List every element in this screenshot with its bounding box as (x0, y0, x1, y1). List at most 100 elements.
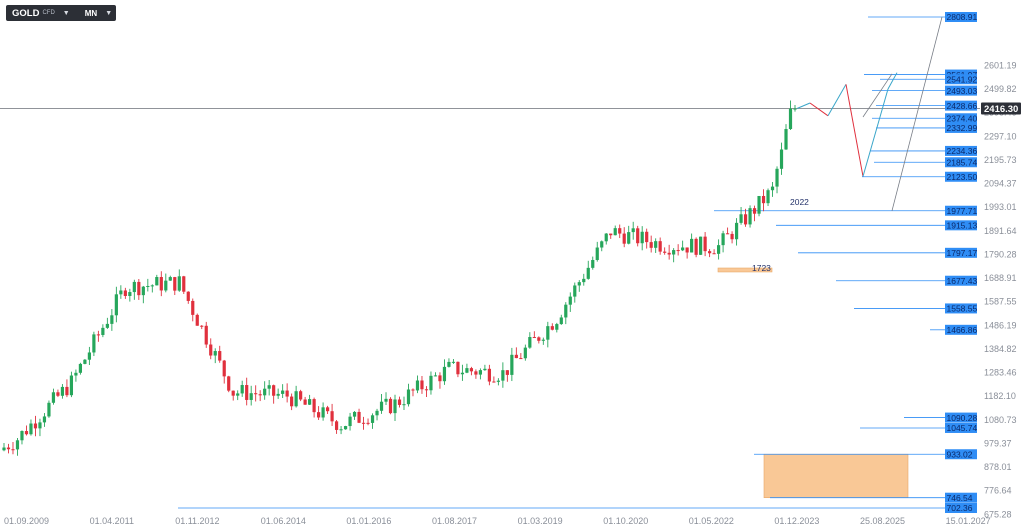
candle-body (366, 422, 370, 424)
level-label-bg-11 (945, 220, 977, 231)
candle-body (636, 228, 640, 244)
candle-body (775, 168, 779, 187)
candle-body (721, 233, 725, 246)
candle-body (703, 236, 707, 252)
symbol-name[interactable]: GOLD (12, 7, 40, 19)
candle-body (433, 375, 438, 377)
x-tick-label: 25.08.2025 (860, 516, 905, 526)
candle-body (33, 423, 38, 429)
candle-body (155, 277, 159, 286)
candle-body (60, 386, 65, 396)
candle-body (6, 447, 11, 450)
candle-body (110, 315, 114, 324)
candle-body (496, 380, 500, 382)
level-label-7: 2234.36 (947, 146, 978, 156)
candle-body (658, 241, 662, 252)
candle-body (312, 399, 316, 413)
candle-body (2, 447, 6, 451)
candle-body (317, 412, 321, 418)
candle-body (779, 149, 784, 169)
candle-body (761, 195, 766, 204)
x-tick-label: 01.10.2020 (603, 516, 648, 526)
candle-body (339, 429, 343, 431)
candle-body (757, 195, 761, 214)
candle-body (766, 190, 770, 204)
forecast-segment (827, 84, 847, 117)
candle-body (770, 186, 775, 191)
level-label-17: 1045.74 (947, 423, 978, 433)
forecast-segment (796, 102, 811, 109)
candle-body (694, 238, 698, 255)
x-tick-label: 01.11.2012 (175, 516, 219, 526)
candle-body (209, 344, 213, 356)
candle-body (168, 277, 172, 281)
candle-body (595, 247, 599, 260)
candle-body (442, 366, 447, 382)
candle-body (303, 399, 307, 405)
candle-body (87, 352, 91, 360)
candle-body (550, 326, 554, 330)
candle-body (272, 385, 276, 396)
candle-body (510, 354, 514, 375)
y-tick-label: 1080.73 (984, 415, 1017, 425)
symbol-toolbar[interactable]: GOLD CFD ▼ MN ▼ (6, 5, 116, 21)
level-label-12: 1797.17 (947, 248, 978, 258)
candle-body (424, 389, 429, 391)
y-tick-label: 2195.73 (984, 155, 1017, 165)
candle-body (240, 385, 244, 394)
candle-body (375, 410, 379, 416)
y-tick-label: 1587.55 (984, 297, 1017, 307)
candle-body (231, 390, 235, 396)
candle-body (725, 233, 730, 235)
candle-body (393, 399, 397, 414)
candle-body (667, 252, 671, 255)
level-label-19: 746.54 (947, 493, 973, 503)
level-label-5: 2374.40 (947, 113, 978, 123)
candle-body (29, 423, 33, 435)
zone-0 (717, 267, 773, 273)
candle-body (685, 247, 689, 253)
current-price-label: 2416.30 (984, 104, 1018, 115)
y-tick-label: 1384.82 (984, 344, 1017, 354)
candle-body (708, 251, 712, 254)
level-label-bg-20 (945, 503, 977, 513)
y-tick-label: 1993.01 (984, 202, 1017, 212)
zones-layer (717, 267, 909, 499)
candle-body (290, 396, 294, 407)
level-label-bg-15 (945, 324, 977, 335)
candle-body (78, 363, 83, 373)
candle-body (137, 281, 141, 296)
candle-body (24, 431, 29, 435)
timeframe-selector[interactable]: MN (84, 8, 98, 18)
level-label-bg-13 (945, 275, 977, 286)
timeframe-dropdown-icon[interactable]: ▼ (105, 9, 113, 17)
level-label-bg-14 (945, 303, 977, 314)
candle-body (577, 282, 581, 286)
forecast-segment (887, 72, 898, 90)
candle-body (267, 385, 271, 389)
candle-body (285, 390, 289, 397)
candle-body (559, 317, 563, 325)
x-tick-label: 01.08.2017 (432, 516, 477, 526)
candle-body (164, 280, 168, 291)
symbol-suffix: CFD (42, 10, 55, 16)
candle-body (281, 390, 285, 394)
level-label-bg-2 (945, 74, 977, 85)
level-label-15: 1466.86 (947, 325, 978, 335)
candle-body (609, 233, 613, 236)
candle-body (173, 277, 177, 291)
candle-body (793, 108, 797, 110)
symbol-dropdown-icon[interactable]: ▼ (62, 9, 70, 17)
candle-body (325, 407, 330, 412)
y-tick-label: 1790.28 (984, 249, 1017, 259)
annotation-0: 2022 (790, 197, 809, 207)
level-label-20: 702.36 (947, 503, 973, 513)
level-label-bg-17 (945, 422, 977, 433)
candle-body (42, 416, 47, 423)
candle-body (712, 253, 716, 255)
level-label-bg-10 (945, 205, 977, 216)
candle-body (321, 407, 325, 418)
candle-body (105, 323, 109, 328)
candle-body (236, 393, 240, 396)
